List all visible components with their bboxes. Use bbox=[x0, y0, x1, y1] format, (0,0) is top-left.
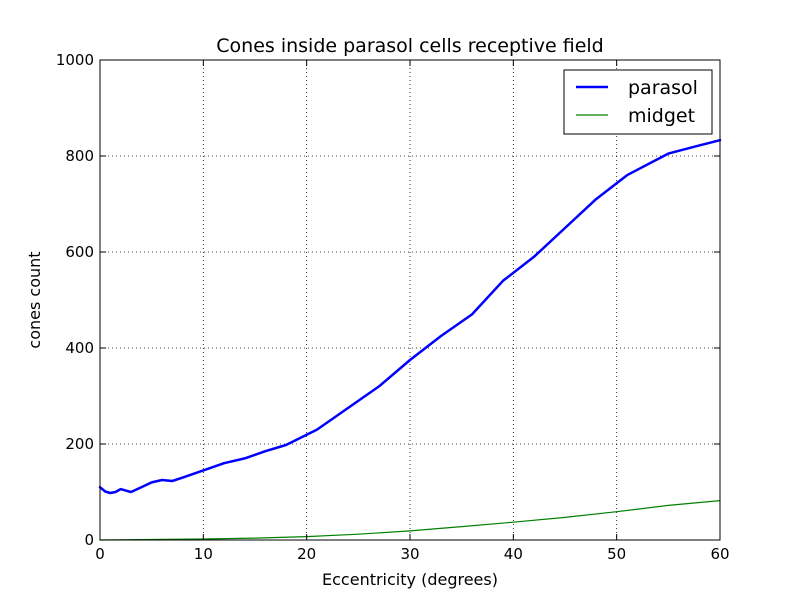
x-tick-label: 10 bbox=[194, 545, 213, 563]
y-tick-label: 200 bbox=[65, 435, 94, 453]
legend: parasol midget bbox=[563, 69, 713, 135]
legend-label-parasol: parasol bbox=[628, 77, 698, 99]
x-tick-label: 20 bbox=[297, 545, 316, 563]
y-tick-label: 600 bbox=[65, 243, 94, 261]
y-tick-label: 800 bbox=[65, 147, 94, 165]
grid bbox=[100, 60, 720, 540]
chart-title: Cones inside parasol cells receptive fie… bbox=[216, 35, 603, 57]
x-axis-label: Eccentricity (degrees) bbox=[322, 570, 498, 589]
series-line-parasol bbox=[98, 138, 722, 495]
x-tick-label: 40 bbox=[504, 545, 523, 563]
x-tick-label: 0 bbox=[95, 545, 105, 563]
y-tick-label: 400 bbox=[65, 339, 94, 357]
x-tick-label: 50 bbox=[607, 545, 626, 563]
x-tick-label: 30 bbox=[400, 545, 419, 563]
x-tick-label: 60 bbox=[710, 545, 729, 563]
y-tick-label: 1000 bbox=[56, 51, 94, 69]
legend-box bbox=[563, 69, 713, 135]
y-tick-label: 0 bbox=[84, 531, 94, 549]
y-axis-label: cones count bbox=[25, 251, 44, 348]
legend-label-midget: midget bbox=[628, 105, 695, 127]
